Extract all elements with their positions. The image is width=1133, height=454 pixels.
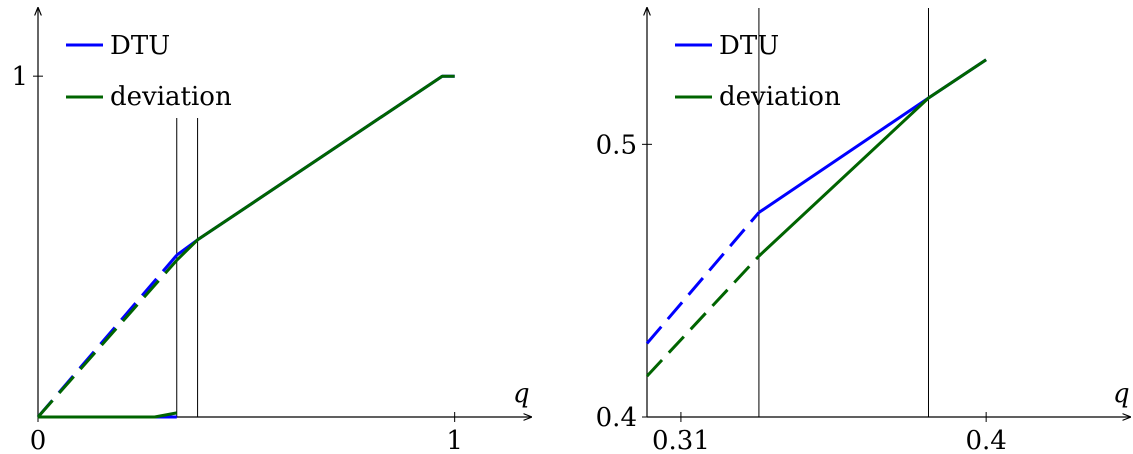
legend-dtu-label: DTU	[719, 31, 779, 61]
chart-panel-zoomed: q 0.31 0.4 0.4 0.5 DTU deviation	[596, 8, 1130, 454]
legend: DTU deviation	[66, 31, 232, 112]
series-deviation-line-solid	[175, 74, 455, 262]
series-deviation-line-dashed	[36, 259, 178, 418]
ticks: 0 1 1	[11, 62, 462, 454]
series-dtu-line-dashed	[645, 211, 761, 345]
legend-deviation-label: deviation	[719, 82, 841, 112]
series-deviation-line-dashed	[645, 255, 760, 378]
x-tick-label: 1	[446, 426, 463, 454]
vertical-reference-lines	[176, 118, 199, 417]
y-tick-label: 0.5	[596, 130, 637, 160]
series-lines	[645, 58, 987, 378]
chart-panel-full-range: q 0 1 1 DTU deviation	[11, 8, 531, 454]
ticks: 0.31 0.4 0.4 0.5	[596, 130, 1007, 454]
y-tick-label: 0.4	[596, 403, 637, 433]
legend: DTU deviation	[675, 31, 841, 112]
series-deviation-line-solid	[757, 58, 987, 258]
x-tick-label: 0.4	[965, 426, 1006, 454]
legend-deviation-label: deviation	[110, 82, 232, 112]
x-axis-label: q	[513, 379, 530, 409]
series-deviation-line-solid	[38, 411, 178, 419]
y-tick-label: 1	[11, 62, 28, 92]
series-lines	[36, 74, 455, 419]
vertical-reference-lines	[758, 8, 929, 417]
x-tick-label: 0.31	[652, 426, 710, 454]
x-axis-label: q	[1113, 379, 1130, 409]
series-dtu-line-dashed	[36, 254, 178, 418]
x-tick-label: 0	[30, 426, 47, 454]
legend-dtu-label: DTU	[110, 31, 170, 61]
